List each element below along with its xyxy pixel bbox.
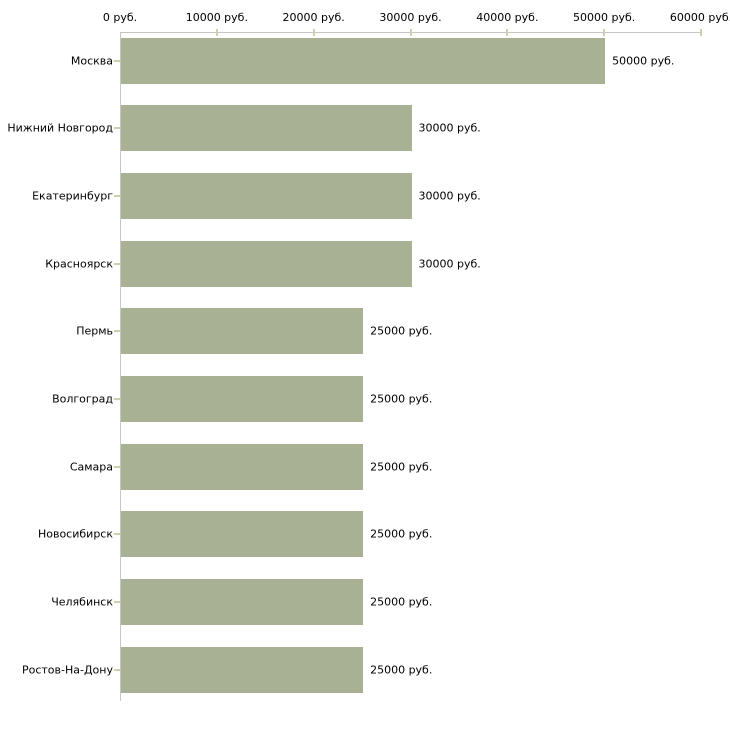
bar (121, 579, 364, 626)
y-axis-tick-mark (114, 398, 120, 400)
x-axis-tick-mark (215, 29, 218, 36)
category-label: Челябинск (51, 595, 113, 609)
x-axis-tick-mark (312, 29, 315, 36)
value-label: 25000 руб. (370, 595, 433, 609)
y-axis-tick-mark (114, 533, 120, 536)
value-label: 50000 руб. (612, 54, 675, 67)
bar (121, 646, 364, 693)
y-axis-tick-mark (114, 194, 120, 197)
value-label: 25000 руб. (370, 392, 433, 406)
value-label: 30000 руб. (418, 257, 481, 271)
x-axis-tick-label: 10000 руб. (185, 11, 248, 24)
category-label: Волгоград (52, 392, 113, 406)
value-label: 25000 руб. (370, 527, 433, 541)
category-label: Красноярск (45, 257, 113, 271)
x-axis-tick-label: 40000 руб. (476, 11, 539, 24)
x-axis-tick-label: 60000 руб. (669, 11, 730, 24)
bar (121, 511, 364, 558)
y-axis-tick-mark (114, 262, 120, 265)
value-label: 25000 руб. (370, 663, 433, 677)
y-axis-tick-mark (114, 59, 120, 62)
category-label: Нижний Новгород (7, 121, 113, 135)
x-axis-tick-mark (506, 29, 509, 36)
bar (121, 376, 364, 422)
category-label: Екатеринбург (32, 189, 113, 203)
value-label: 25000 руб. (370, 460, 433, 474)
x-axis-tick-label: 0 руб. (102, 11, 138, 24)
bar (121, 172, 412, 219)
y-axis-tick-mark (114, 127, 120, 130)
value-label: 30000 руб. (418, 121, 481, 135)
x-axis-tick-label: 50000 руб. (573, 11, 636, 24)
category-label: Ростов-На-Дону (21, 663, 113, 677)
y-axis-tick-mark (114, 465, 120, 468)
bar (121, 443, 364, 490)
y-axis-tick-mark (114, 330, 120, 333)
y-axis-line (120, 32, 121, 701)
x-axis-tick-mark (603, 29, 606, 36)
x-axis-tick-label: 20000 руб. (282, 11, 345, 24)
y-axis-tick-mark (114, 601, 120, 604)
category-label: Новосибирск (37, 527, 113, 541)
x-axis-tick-label: 30000 руб. (379, 11, 442, 24)
bar (121, 240, 412, 287)
value-label: 25000 руб. (370, 324, 433, 338)
bar (121, 105, 412, 152)
category-label: Самара (69, 460, 113, 474)
bar (121, 37, 606, 84)
category-label: Москва (70, 54, 113, 67)
x-axis-tick-mark (700, 29, 702, 36)
category-label: Пермь (76, 324, 113, 338)
value-label: 30000 руб. (418, 189, 481, 203)
x-axis-tick-mark (409, 29, 412, 36)
y-axis-tick-mark (114, 668, 120, 671)
bar (121, 308, 364, 355)
